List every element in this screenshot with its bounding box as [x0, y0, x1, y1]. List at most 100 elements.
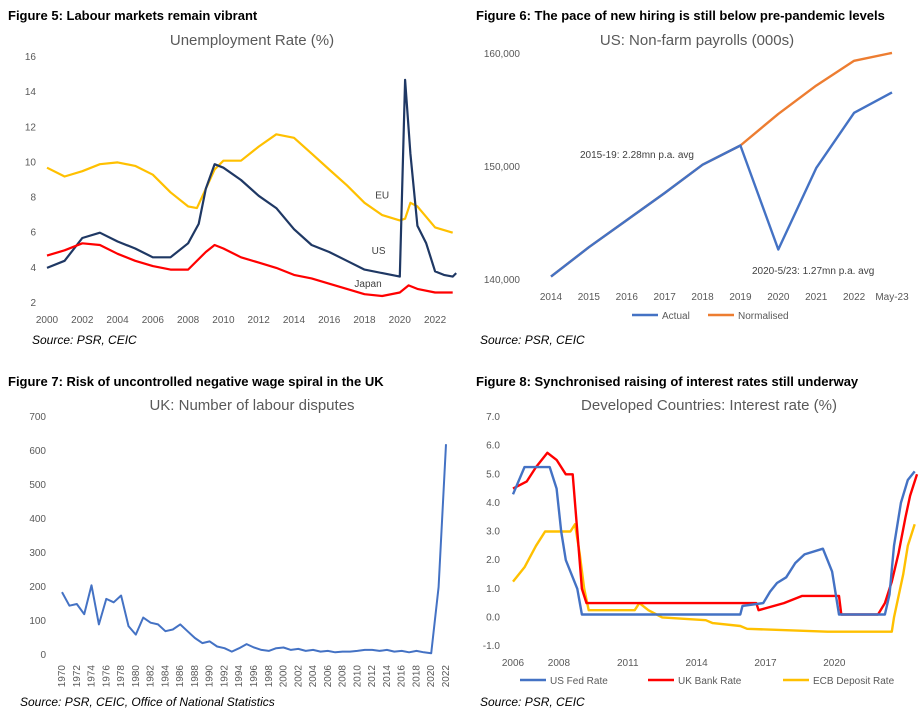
chart2-legend-label: Actual	[662, 311, 690, 322]
chart3-x-tick: 1970	[57, 665, 68, 688]
chart3-x-tick: 1998	[264, 665, 275, 688]
chart4-y-tick: 1.0	[486, 584, 500, 595]
chart3-x-tick: 2008	[338, 665, 349, 688]
chart3-y-tick: 100	[29, 616, 46, 627]
chart3-x-tick: 2016	[397, 665, 408, 688]
chart3-y-tick: 400	[29, 514, 46, 525]
chart2-y-tick: 150,000	[484, 162, 521, 173]
chart3-x-tick: 2020	[426, 665, 437, 688]
chart1-x-tick: 2014	[283, 315, 306, 326]
chart1-label-us: US	[372, 246, 386, 257]
chart2-x-tick: May-23	[875, 292, 909, 303]
chart3-x-tick: 2004	[308, 665, 319, 688]
chart1-x-tick: 2022	[424, 315, 447, 326]
chart3-x-tick: 1978	[116, 665, 127, 688]
chart3-y-tick: 0	[40, 650, 46, 661]
chart2-y-tick: 140,000	[484, 275, 521, 286]
chart4-y-tick: 2.0	[486, 555, 500, 566]
chart3-x-tick: 1984	[160, 665, 171, 688]
chart1-x-tick: 2012	[248, 315, 271, 326]
chart4-y-tick: 4.0	[486, 498, 500, 509]
chart3-x-tick: 1982	[146, 665, 157, 688]
chart3-x-tick: 1996	[249, 665, 260, 688]
chart3-y-tick: 300	[29, 548, 46, 559]
chart2-annotation: 2020-5/23: 1.27mn p.a. avg	[752, 266, 874, 277]
chart1-y-tick: 12	[25, 122, 37, 133]
chart4-series-us-fed-rate	[511, 465, 916, 616]
chart1-x-tick: 2010	[212, 315, 235, 326]
chart3-x-tick: 2010	[352, 665, 363, 688]
chart2-x-tick: 2017	[654, 292, 677, 303]
chart4-x-tick: 2008	[548, 658, 571, 669]
chart3-y-tick: 600	[29, 446, 46, 457]
chart4-title: Developed Countries: Interest rate (%)	[581, 397, 837, 414]
figure-8-title: Figure 8: Synchronised raising of intere…	[476, 374, 859, 389]
chart1-series-japan	[46, 242, 453, 298]
chart4-x-tick: 2017	[754, 658, 777, 669]
figure-5-source: Source: PSR, CEIC	[32, 333, 137, 347]
chart4-y-tick: 7.0	[486, 412, 500, 423]
chart3-y-tick: 500	[29, 480, 46, 491]
chart3-x-tick: 1988	[190, 665, 201, 688]
chart1-x-tick: 2016	[318, 315, 341, 326]
chart2-legend-label: Normalised	[738, 311, 789, 322]
figure-6-panel: Figure 6: The pace of new hiring is stil…	[462, 0, 924, 362]
chart3-y-tick: 200	[29, 582, 46, 593]
chart3-x-tick: 2022	[441, 665, 452, 688]
chart2-series-actual	[550, 91, 893, 278]
figure-7-source: Source: PSR, CEIC, Office of National St…	[20, 695, 275, 709]
chart1-title: Unemployment Rate (%)	[170, 32, 334, 49]
chart4-y-tick: -1.0	[483, 641, 501, 652]
chart4-legend-label: UK Bank Rate	[678, 676, 742, 687]
chart4-y-tick: 5.0	[486, 469, 500, 480]
chart1-y-tick: 16	[25, 52, 37, 63]
chart2-x-tick: 2018	[691, 292, 714, 303]
chart3-x-tick: 1976	[101, 665, 112, 688]
chart2-y-tick: 160,000	[484, 49, 521, 60]
chart3-x-tick: 1990	[205, 665, 216, 688]
chart4-series-uk-bank-rate	[512, 451, 919, 616]
chart3-x-tick: 2002	[293, 665, 304, 688]
chart3-x-tick: 2006	[323, 665, 334, 688]
chart1-label-japan: Japan	[354, 279, 381, 290]
chart2-x-tick: 2020	[767, 292, 790, 303]
figure-6-source: Source: PSR, CEIC	[480, 333, 585, 347]
chart2-title: US: Non-farm payrolls (000s)	[600, 32, 794, 49]
chart2-x-tick: 2019	[729, 292, 752, 303]
figure-5-panel: Figure 5: Labour markets remain vibrant …	[0, 0, 462, 362]
chart4-x-tick: 2020	[823, 658, 846, 669]
figure-8-source: Source: PSR, CEIC	[480, 695, 585, 709]
figure-7-panel: Figure 7: Risk of uncontrolled negative …	[0, 362, 462, 724]
chart3-x-tick: 1994	[234, 665, 245, 688]
chart3-x-tick: 1974	[87, 665, 98, 688]
chart4-legend-label: ECB Deposit Rate	[813, 676, 895, 687]
chart2-x-tick: 2022	[843, 292, 866, 303]
figure-8-panel: Figure 8: Synchronised raising of intere…	[462, 362, 924, 724]
chart3-x-tick: 2018	[411, 665, 422, 688]
chart1-y-tick: 6	[30, 228, 36, 239]
chart1-series-eu	[46, 133, 454, 234]
chart3-x-tick: 2000	[279, 665, 290, 688]
chart3-x-tick: 1980	[131, 665, 142, 688]
chart3-x-tick: 1992	[219, 665, 230, 688]
chart1-x-tick: 2004	[106, 315, 129, 326]
chart1-x-tick: 2018	[353, 315, 376, 326]
chart1-x-tick: 2008	[177, 315, 200, 326]
chart3-title: UK: Number of labour disputes	[149, 397, 354, 414]
chart3-series-disputes	[61, 444, 447, 655]
chart3-x-tick: 1972	[72, 665, 83, 688]
chart1-x-tick: 2006	[142, 315, 165, 326]
chart1-y-tick: 8	[30, 193, 36, 204]
chart4-x-tick: 2014	[686, 658, 709, 669]
chart4-y-tick: 3.0	[486, 527, 500, 538]
chart2-annotation: 2015-19: 2.28mn p.a. avg	[580, 150, 694, 161]
chart1-y-tick: 10	[25, 157, 37, 168]
chart2-x-tick: 2015	[578, 292, 601, 303]
chart1-series-us	[46, 78, 457, 278]
chart1-x-tick: 2020	[389, 315, 412, 326]
chart4-x-tick: 2011	[617, 658, 639, 669]
chart3-x-tick: 2012	[367, 665, 378, 688]
chart1-y-tick: 14	[25, 87, 37, 98]
chart1-y-tick: 4	[30, 263, 36, 274]
